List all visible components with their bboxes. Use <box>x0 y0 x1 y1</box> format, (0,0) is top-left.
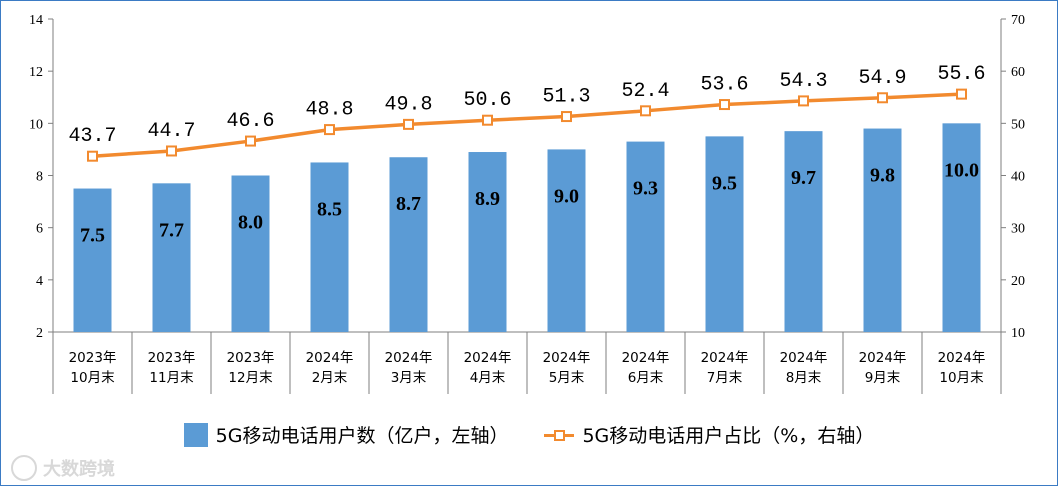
line-point-marker <box>324 124 335 136</box>
x-tick-label-month: 9月末 <box>865 370 901 386</box>
line-point-marker <box>166 145 177 157</box>
line-point-marker <box>719 99 730 111</box>
x-tick-label-year: 2024年 <box>701 350 749 366</box>
line-value-label: 50.6 <box>463 89 511 112</box>
y-left-tick-label: 8 <box>36 170 43 185</box>
line-value-label: 54.9 <box>858 67 906 90</box>
x-tick-label-year: 2024年 <box>622 350 670 366</box>
bar <box>389 157 428 332</box>
x-tick-label-year: 2023年 <box>227 350 275 366</box>
bar <box>231 175 270 332</box>
bar-value-label: 7.5 <box>80 225 105 247</box>
x-tick-label-year: 2023年 <box>148 350 196 366</box>
bar <box>310 162 349 332</box>
bar <box>863 128 902 332</box>
line-point-marker <box>640 105 651 117</box>
bar <box>784 131 823 332</box>
line-point-marker <box>798 95 809 107</box>
watermark-text: 大数跨境 <box>43 459 115 480</box>
legend-item-bar: 5G移动电话用户数（亿户，左轴） <box>183 421 509 448</box>
line-point-marker <box>245 135 256 147</box>
bar-value-label: 9.0 <box>554 185 579 207</box>
legend-bar-label: 5G移动电话用户数（亿户，左轴） <box>215 425 509 447</box>
x-tick-label-month: 7月末 <box>707 370 743 386</box>
x-tick-label-year: 2024年 <box>780 350 828 366</box>
x-tick-label-year: 2024年 <box>938 350 986 366</box>
y-left-tick-label: 4 <box>36 274 43 289</box>
line-series <box>92 92 962 158</box>
bar <box>705 136 744 332</box>
x-tick-label-month: 10月末 <box>70 370 115 386</box>
line-value-label: 49.8 <box>384 93 432 116</box>
bar-value-label: 8.9 <box>475 188 500 210</box>
y-left-tick-label: 6 <box>36 222 43 237</box>
bar-value-label: 10.0 <box>944 159 979 181</box>
x-tick-label-month: 5月末 <box>549 370 585 386</box>
y-left-tick-label: 14 <box>29 13 43 28</box>
line-value-label: 53.6 <box>700 74 748 97</box>
line-value-label: 46.6 <box>226 110 274 133</box>
bar <box>152 183 191 332</box>
y-left-tick-label: 2 <box>36 326 43 341</box>
line-value-label: 48.8 <box>305 99 353 122</box>
line-point-marker <box>877 92 888 104</box>
legend-bar-swatch <box>183 422 208 447</box>
line-point-marker <box>403 118 414 130</box>
bar-value-label: 9.7 <box>791 167 816 189</box>
x-tick-label-month: 8月末 <box>786 370 822 386</box>
line-value-label: 43.7 <box>68 125 116 148</box>
line-value-label: 44.7 <box>147 120 195 143</box>
x-tick-label-year: 2024年 <box>306 350 354 366</box>
bar-value-label: 8.7 <box>396 193 421 215</box>
x-tick-label-month: 4月末 <box>470 370 506 386</box>
line-point-marker <box>956 88 967 100</box>
x-tick-label-month: 3月末 <box>391 370 427 386</box>
y-right-tick-label: 50 <box>1011 117 1025 132</box>
x-tick-label-month: 2月末 <box>312 370 348 386</box>
bar-value-label: 9.3 <box>633 178 658 200</box>
bar-value-label: 7.7 <box>159 219 184 241</box>
line-point-marker <box>87 150 98 162</box>
bar-value-label: 9.8 <box>870 165 895 187</box>
y-right-tick-label: 70 <box>1011 13 1025 28</box>
y-left-tick-label: 10 <box>29 117 43 132</box>
x-tick-label-year: 2024年 <box>543 350 591 366</box>
x-tick-label-month: 6月末 <box>628 370 664 386</box>
watermark: 大数跨境 <box>11 455 115 481</box>
bar-value-label: 8.0 <box>238 212 263 234</box>
x-tick-label-year: 2023年 <box>69 350 117 366</box>
y-right-tick-label: 40 <box>1011 170 1025 185</box>
y-right-tick-label: 20 <box>1011 274 1025 289</box>
line-value-label: 55.6 <box>937 63 985 86</box>
legend: 5G移动电话用户数（亿户，左轴） 5G移动电话用户占比（%，右轴） <box>1 421 1057 448</box>
x-tick-label-year: 2024年 <box>859 350 907 366</box>
legend-line-label: 5G移动电话用户占比（%，右轴） <box>582 425 875 447</box>
line-value-label: 54.3 <box>779 70 827 93</box>
y-right-tick-label: 30 <box>1011 222 1025 237</box>
line-point-marker <box>561 111 572 123</box>
bar <box>468 152 507 332</box>
y-right-tick-label: 60 <box>1011 65 1025 80</box>
x-tick-label-month: 11月末 <box>149 370 194 386</box>
x-tick-label-year: 2024年 <box>385 350 433 366</box>
legend-line-swatch <box>544 428 575 442</box>
bar-value-label: 9.5 <box>712 172 737 194</box>
bar <box>626 141 665 332</box>
legend-item-line: 5G移动电话用户占比（%，右轴） <box>544 421 874 448</box>
x-tick-label-year: 2024年 <box>464 350 512 366</box>
y-left-tick-label: 12 <box>29 65 43 80</box>
x-tick-label-month: 10月末 <box>939 370 984 386</box>
line-value-label: 52.4 <box>621 80 669 103</box>
bar <box>942 123 981 332</box>
bar <box>547 149 586 332</box>
bar-value-label: 8.5 <box>317 198 342 220</box>
x-tick-label-month: 12月末 <box>228 370 273 386</box>
bar <box>73 188 112 332</box>
line-point-marker <box>482 114 493 126</box>
y-right-tick-label: 10 <box>1011 326 1025 341</box>
watermark-logo-icon <box>11 455 37 481</box>
line-value-label: 51.3 <box>542 86 590 109</box>
